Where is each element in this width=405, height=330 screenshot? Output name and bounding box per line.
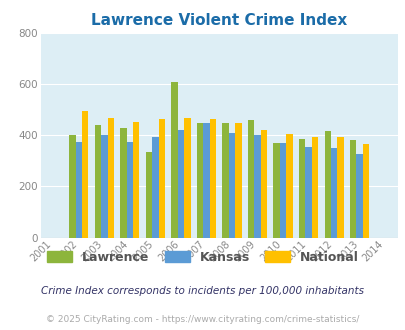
Bar xyxy=(254,135,260,238)
Bar xyxy=(120,128,126,238)
Bar xyxy=(337,137,343,238)
Bar xyxy=(177,130,184,238)
Bar xyxy=(69,135,75,238)
Bar xyxy=(286,134,292,238)
Bar xyxy=(362,144,368,238)
Bar xyxy=(324,131,330,238)
Bar xyxy=(184,118,190,238)
Legend: Lawrence, Kansas, National: Lawrence, Kansas, National xyxy=(42,246,363,269)
Bar xyxy=(107,118,114,238)
Bar xyxy=(126,142,133,238)
Bar xyxy=(311,137,318,238)
Bar xyxy=(247,120,254,238)
Bar xyxy=(75,142,82,238)
Bar xyxy=(222,123,228,238)
Text: Crime Index corresponds to incidents per 100,000 inhabitants: Crime Index corresponds to incidents per… xyxy=(41,286,364,296)
Bar xyxy=(209,119,215,238)
Bar xyxy=(273,143,279,238)
Title: Lawrence Violent Crime Index: Lawrence Violent Crime Index xyxy=(91,13,347,28)
Bar xyxy=(298,139,305,238)
Bar xyxy=(349,141,356,238)
Bar xyxy=(279,143,286,238)
Bar xyxy=(101,135,107,238)
Bar xyxy=(145,152,152,238)
Text: © 2025 CityRating.com - https://www.cityrating.com/crime-statistics/: © 2025 CityRating.com - https://www.city… xyxy=(46,315,359,324)
Bar xyxy=(203,123,209,238)
Bar xyxy=(196,123,203,238)
Bar xyxy=(228,133,234,238)
Bar xyxy=(133,122,139,238)
Bar xyxy=(82,111,88,238)
Bar xyxy=(305,147,311,238)
Bar xyxy=(260,130,266,238)
Bar xyxy=(171,82,177,238)
Bar xyxy=(158,119,164,238)
Bar xyxy=(330,148,337,238)
Bar xyxy=(356,154,362,238)
Bar xyxy=(152,137,158,238)
Bar xyxy=(95,125,101,238)
Bar xyxy=(234,123,241,238)
